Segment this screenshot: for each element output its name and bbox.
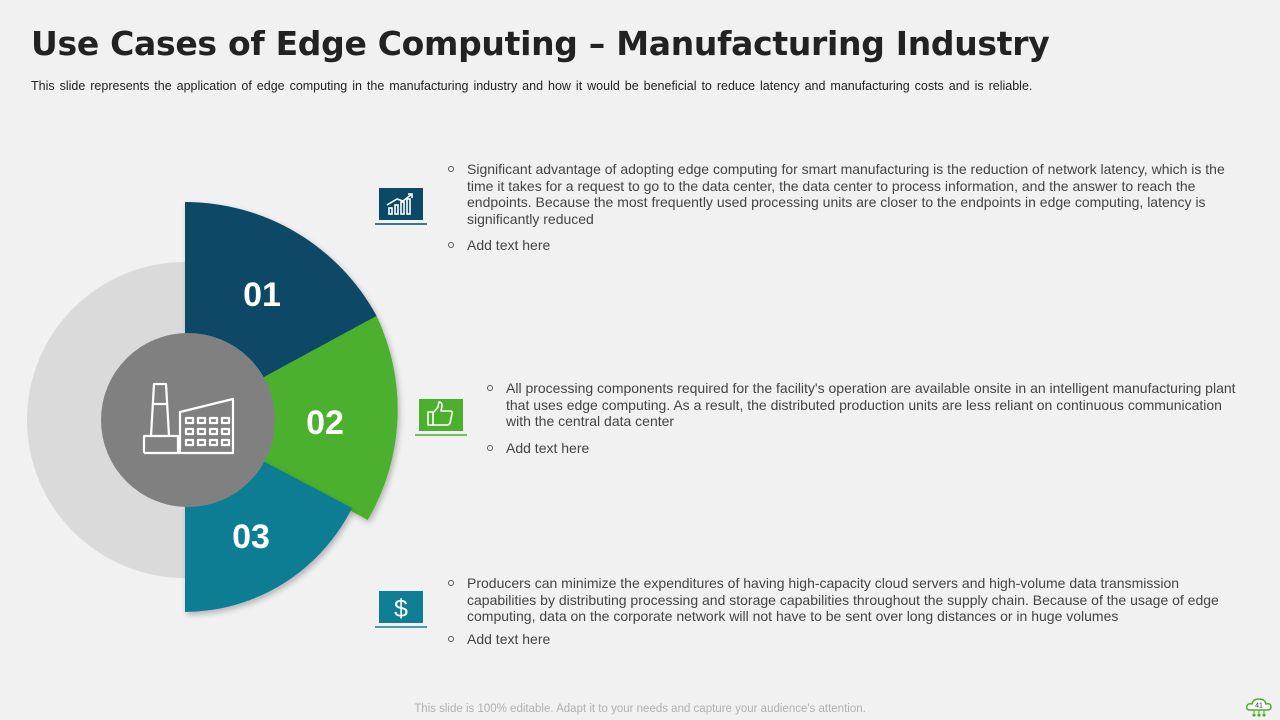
page-number: 41 (1255, 703, 1263, 710)
segment-number-02: 02 (306, 404, 344, 442)
factory-icon (142, 382, 235, 455)
thumbs-up-icon (415, 399, 467, 436)
segment-number-03: 03 (232, 518, 270, 556)
use-case-2-bullet-1: All processing components required for t… (486, 380, 1246, 430)
dollar-icon: $ (375, 591, 427, 628)
center-circle (101, 333, 275, 507)
edge-computing-diagram: 01 02 03 (27, 202, 398, 612)
segment-02[interactable] (185, 316, 398, 520)
use-case-2-bullet-2[interactable]: Add text here (486, 440, 1246, 457)
slide-footer: This slide is 100% editable. Adapt it to… (414, 703, 866, 715)
use-case-1: Significant advantage of adopting edge c… (447, 161, 1247, 264)
use-case-1-bullet-2[interactable]: Add text here (447, 237, 1247, 254)
growth-chart-icon (375, 188, 427, 225)
use-case-1-bullet-1: Significant advantage of adopting edge c… (447, 161, 1247, 227)
use-case-3: Producers can minimize the expenditures … (447, 575, 1237, 657)
slide-title: Use Cases of Edge Computing – Manufactur… (31, 24, 1050, 63)
use-case-3-bullet-2[interactable]: Add text here (447, 631, 1237, 648)
use-case-2: All processing components required for t… (486, 380, 1246, 466)
slide-subtitle: This slide represents the application of… (31, 79, 1033, 93)
page-number-badge: 41 (1246, 698, 1272, 717)
segment-number-01: 01 (243, 276, 281, 314)
svg-text:$: $ (394, 595, 408, 623)
use-case-3-bullet-1: Producers can minimize the expenditures … (447, 575, 1237, 625)
cloud-icon (1246, 698, 1272, 717)
